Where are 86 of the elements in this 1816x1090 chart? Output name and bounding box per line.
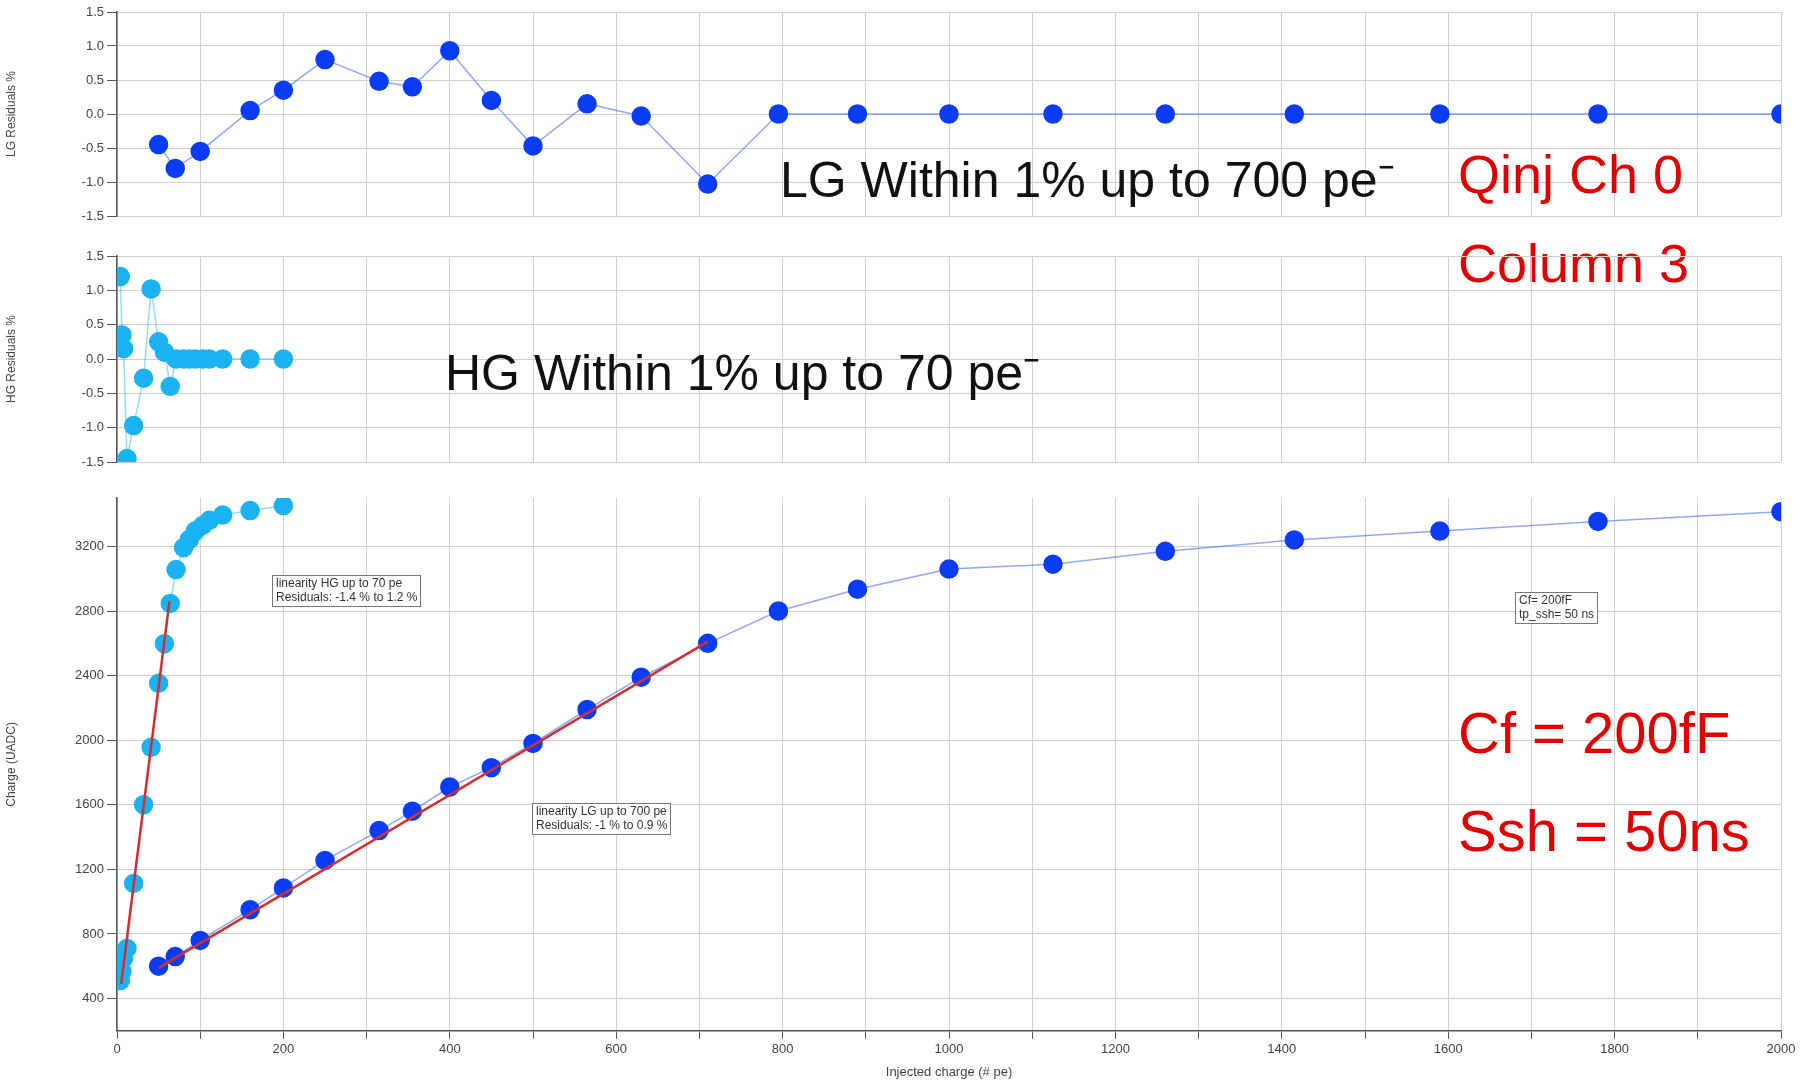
y-tick-label: 1.0 <box>85 37 104 53</box>
point <box>631 106 651 126</box>
point <box>369 71 389 92</box>
point <box>240 349 260 369</box>
y-tick-label: -0.5 <box>81 139 104 155</box>
point <box>123 415 144 436</box>
point <box>190 141 210 162</box>
y-tick-label: -1.5 <box>81 453 104 469</box>
point <box>1430 521 1450 541</box>
x-tick-label: 600 <box>605 1041 628 1057</box>
point <box>1430 104 1450 124</box>
point <box>240 100 260 121</box>
y-tick-label: 2000 <box>75 731 104 747</box>
x-tick-label: 1400 <box>1267 1041 1297 1057</box>
annotation: Cf = 200fF <box>1458 700 1731 767</box>
annotation: Qinj Ch 0 <box>1458 143 1684 206</box>
y-tick-label: -1.0 <box>81 173 104 189</box>
y-tick-label: 1.5 <box>85 247 104 263</box>
point <box>1155 541 1176 562</box>
x-tick-label: 800 <box>771 1041 794 1057</box>
point <box>273 80 294 100</box>
point <box>697 633 718 654</box>
y-tick-label: 2400 <box>75 667 104 683</box>
point <box>166 559 186 580</box>
y-axis-title: LG Residuals % <box>3 70 18 158</box>
annotation: LG Within 1% up to 700 pe⁻ <box>780 152 1395 210</box>
point <box>165 158 185 179</box>
y-tick-label: -0.5 <box>81 384 104 400</box>
y-tick-label: 2800 <box>75 602 104 618</box>
y-tick-label: 0.5 <box>85 316 104 332</box>
x-tick-label: 1200 <box>1100 1041 1130 1057</box>
y-axis-title: HG Residuals % <box>3 314 18 404</box>
x-tick-label: 0 <box>113 1041 121 1057</box>
point <box>939 559 959 579</box>
y-tick-label: 0.0 <box>85 105 104 121</box>
point <box>847 104 868 124</box>
y-tick-label: -1.0 <box>81 419 104 435</box>
y-tick-label: 1.0 <box>85 281 104 297</box>
annotation: HG Within 1% up to 70 pe⁻ <box>445 345 1041 403</box>
annotation: linearity LG up to 700 pe Residuals: -1 % to 0.9 % <box>532 803 672 835</box>
y-tick-label: 1.5 <box>85 3 104 19</box>
point <box>240 500 260 521</box>
x-tick-label: 1800 <box>1600 1041 1630 1057</box>
point <box>1588 511 1608 532</box>
point <box>481 90 502 111</box>
point <box>212 505 233 525</box>
point <box>1155 104 1176 124</box>
point <box>1284 530 1305 550</box>
point <box>273 349 294 369</box>
x-tick-label: 1600 <box>1433 1041 1463 1057</box>
annotation: linearity HG up to 70 pe Residuals: -1.4 % to 1.2 % <box>272 575 422 607</box>
point <box>148 134 169 155</box>
point <box>768 104 789 124</box>
point <box>1043 554 1063 574</box>
x-axis-title: Injected charge (# pe) <box>885 1063 1013 1079</box>
x-tick-label: 400 <box>438 1041 461 1057</box>
y-tick-label: -1.5 <box>81 207 104 223</box>
point <box>697 174 718 194</box>
y-tick-label: 1600 <box>75 796 104 812</box>
x-tick-label: 200 <box>272 1041 295 1057</box>
point <box>523 136 543 156</box>
point <box>160 376 180 397</box>
point <box>1588 104 1608 124</box>
point <box>768 601 789 621</box>
point <box>847 579 868 599</box>
y-tick-label: 800 <box>82 925 104 941</box>
y-axis-title: Charge (UADC) <box>3 722 18 807</box>
annotation: Cf= 200fF tp_ssh= 50 ns <box>1515 592 1599 624</box>
point <box>402 77 423 97</box>
point <box>133 368 154 388</box>
y-tick-label: 1200 <box>75 860 104 876</box>
x-tick-label: 1000 <box>934 1041 964 1057</box>
y-tick-label: 0.5 <box>85 71 104 87</box>
point <box>440 41 460 61</box>
point <box>577 94 597 114</box>
point <box>141 279 161 299</box>
point <box>1284 104 1305 124</box>
y-tick-label: 400 <box>82 990 104 1006</box>
x-tick-label: 2000 <box>1766 1041 1796 1057</box>
point <box>1043 104 1063 124</box>
point <box>315 49 335 70</box>
annotation: Ssh = 50ns <box>1458 798 1750 865</box>
point <box>939 104 959 124</box>
y-tick-label: 3200 <box>75 538 104 554</box>
point <box>273 498 294 516</box>
y-tick-label: 0.0 <box>85 350 104 366</box>
